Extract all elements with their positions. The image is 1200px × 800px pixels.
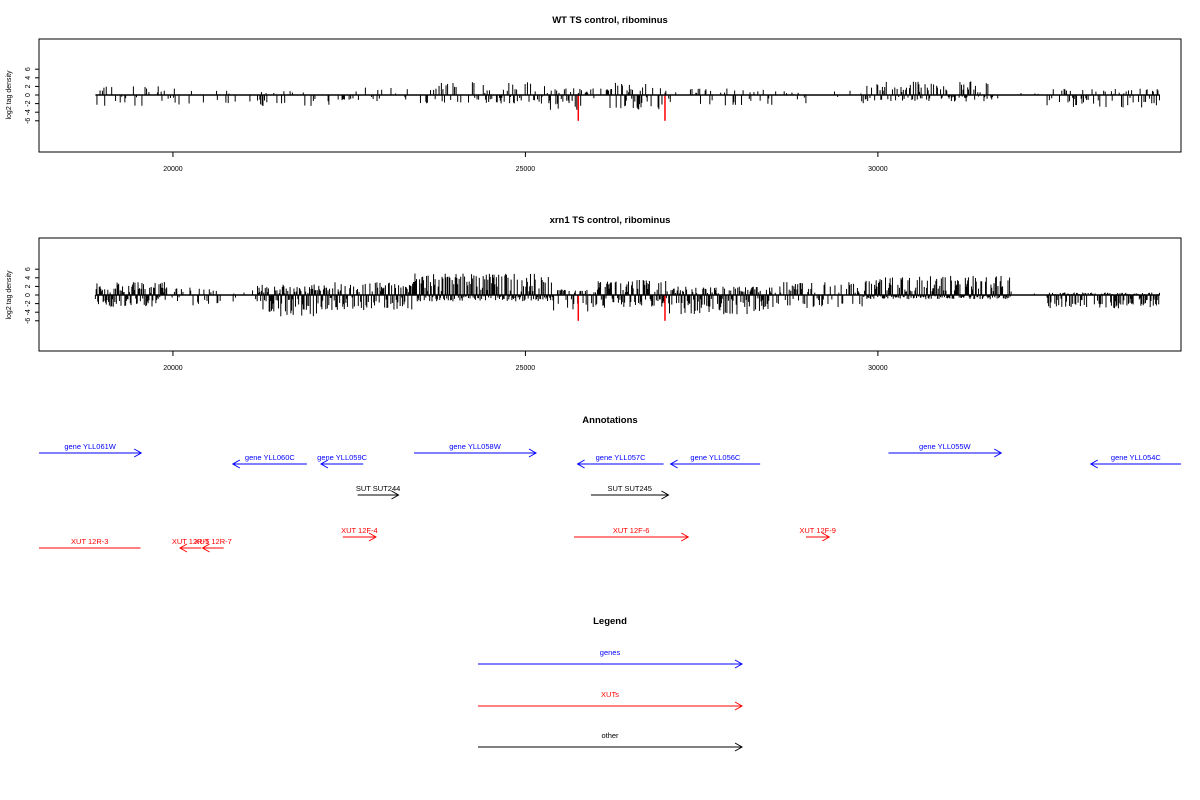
arrowhead bbox=[1089, 459, 1099, 469]
feature-group: gene YLL061W gene YLL060C gene YLL059C gene… bbox=[39, 442, 1181, 553]
x-tick-label: 20000 bbox=[163, 365, 183, 372]
y-tick-label: -4 bbox=[25, 109, 32, 115]
feature-label: XUT 12R-3 bbox=[71, 537, 108, 546]
arrowhead bbox=[133, 448, 143, 458]
feature-label: gene YLL056C bbox=[690, 453, 740, 462]
x-tick-label: 20000 bbox=[163, 166, 183, 173]
legend-arrowhead bbox=[734, 701, 744, 711]
y-axis-label: log2 tag density bbox=[6, 270, 13, 320]
arrowhead bbox=[821, 532, 831, 542]
y-tick-label: 0 bbox=[25, 93, 32, 97]
arrowhead bbox=[178, 543, 188, 553]
x-tick-label: 25000 bbox=[516, 365, 536, 372]
feature-label: gene YLL059C bbox=[317, 453, 367, 462]
panel-xrn1: xrn1 TS control, ribominus log2 tag dens… bbox=[6, 215, 1182, 372]
x-tick-label: 30000 bbox=[868, 365, 888, 372]
bar-group bbox=[94, 273, 1160, 321]
feature-label: SUT SUT244 bbox=[356, 484, 400, 493]
y-axis-label: log2 tag density bbox=[6, 70, 13, 120]
y-tick-label: -2 bbox=[25, 100, 32, 106]
y-tick-label: -2 bbox=[25, 300, 32, 306]
legend-label: other bbox=[601, 731, 619, 740]
arrowhead bbox=[368, 532, 377, 542]
x-tick-label: 30000 bbox=[868, 166, 888, 173]
arrowhead bbox=[661, 490, 670, 500]
arrowhead bbox=[669, 459, 678, 469]
x-tick-label: 25000 bbox=[516, 166, 536, 173]
y-tick-label: 2 bbox=[25, 84, 32, 88]
legend-arrowhead bbox=[734, 742, 744, 752]
bar-group bbox=[95, 81, 1160, 121]
y-tick-label: 4 bbox=[25, 76, 32, 80]
y-tick-label: 6 bbox=[25, 267, 32, 271]
feature-label: gene YLL060C bbox=[245, 453, 295, 462]
legend-panel: Legend genes XUTs other bbox=[478, 616, 744, 752]
y-tick-label: -6 bbox=[25, 318, 32, 324]
arrowhead bbox=[319, 459, 329, 469]
feature-label: XUT 12F-4 bbox=[341, 526, 378, 535]
x-tick-group: 20000 25000 30000 bbox=[163, 351, 888, 372]
feature-label: XUT 12R-7 bbox=[194, 537, 231, 546]
y-tick-group: 6 4 2 0 -2 -4 -6 bbox=[25, 267, 39, 324]
feature-label: SUT SUT245 bbox=[608, 484, 652, 493]
feature-label: gene YLL061W bbox=[64, 442, 116, 451]
y-tick-label: -6 bbox=[25, 118, 32, 124]
y-tick-label: -4 bbox=[25, 309, 32, 315]
arrowhead bbox=[576, 459, 585, 469]
y-tick-label: 0 bbox=[25, 293, 32, 297]
arrowhead bbox=[993, 448, 1003, 458]
feature-label: gene YLL058W bbox=[449, 442, 501, 451]
legend-title: Legend bbox=[593, 616, 627, 627]
arrowhead bbox=[680, 532, 690, 542]
panel-title: xrn1 TS control, ribominus bbox=[550, 215, 671, 226]
y-tick-label: 2 bbox=[25, 284, 32, 288]
arrowhead bbox=[201, 543, 210, 553]
arrowhead bbox=[391, 490, 400, 500]
legend-arrowhead bbox=[734, 659, 744, 669]
feature-label: XUT 12F-6 bbox=[613, 526, 650, 535]
x-tick-group: 20000 25000 30000 bbox=[163, 152, 888, 173]
legend-label: genes bbox=[600, 648, 621, 657]
legend-label: XUTs bbox=[601, 690, 619, 699]
feature-label: gene YLL054C bbox=[1111, 453, 1161, 462]
y-tick-label: 4 bbox=[25, 276, 32, 280]
arrowhead bbox=[528, 448, 537, 458]
panel-title: WT TS control, ribominus bbox=[552, 15, 668, 26]
y-tick-label: 6 bbox=[25, 67, 32, 71]
feature-label: XUT 12F-9 bbox=[799, 526, 836, 535]
legend-item-group: genes XUTs other bbox=[478, 648, 744, 752]
feature-label: gene YLL057C bbox=[596, 453, 646, 462]
feature-label: gene YLL055W bbox=[919, 442, 971, 451]
annotations-title: Annotations bbox=[582, 415, 637, 426]
feature-label: XUT 12R-5 bbox=[172, 537, 209, 546]
panel-wt: WT TS control, ribominus log2 tag densit… bbox=[6, 15, 1182, 173]
y-tick-group: 6 4 2 0 -2 -4 -6 bbox=[25, 67, 39, 124]
arrowhead bbox=[231, 459, 241, 469]
